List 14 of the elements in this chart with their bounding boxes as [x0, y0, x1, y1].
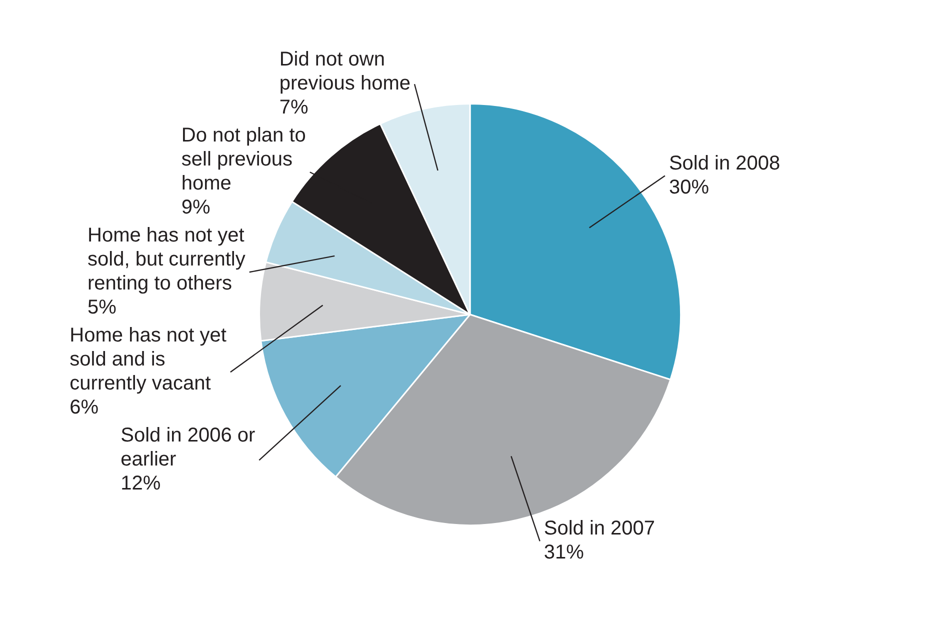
- slice-label: Sold in 2008: [668, 152, 780, 174]
- slice-label: Home has not yet sold, but currently renting to others: [88, 224, 246, 295]
- slice-label: Sold in 2007: [544, 518, 656, 540]
- data-label: 30%: [668, 176, 710, 198]
- data-label: 12%: [120, 472, 161, 495]
- slice-label: Home has not yet sold and is currently vacant: [70, 324, 227, 395]
- data-label: 7%: [279, 96, 308, 119]
- data-label: 31%: [544, 542, 584, 564]
- data-label: 9%: [181, 196, 210, 219]
- data-label: 6%: [70, 396, 99, 419]
- data-label: 5%: [88, 296, 117, 319]
- slice-label: Did not own previous home: [279, 48, 411, 95]
- slice-label: Do not plan to sell previous home: [181, 124, 306, 195]
- slice-label: Sold in 2006 or earlier: [120, 424, 256, 471]
